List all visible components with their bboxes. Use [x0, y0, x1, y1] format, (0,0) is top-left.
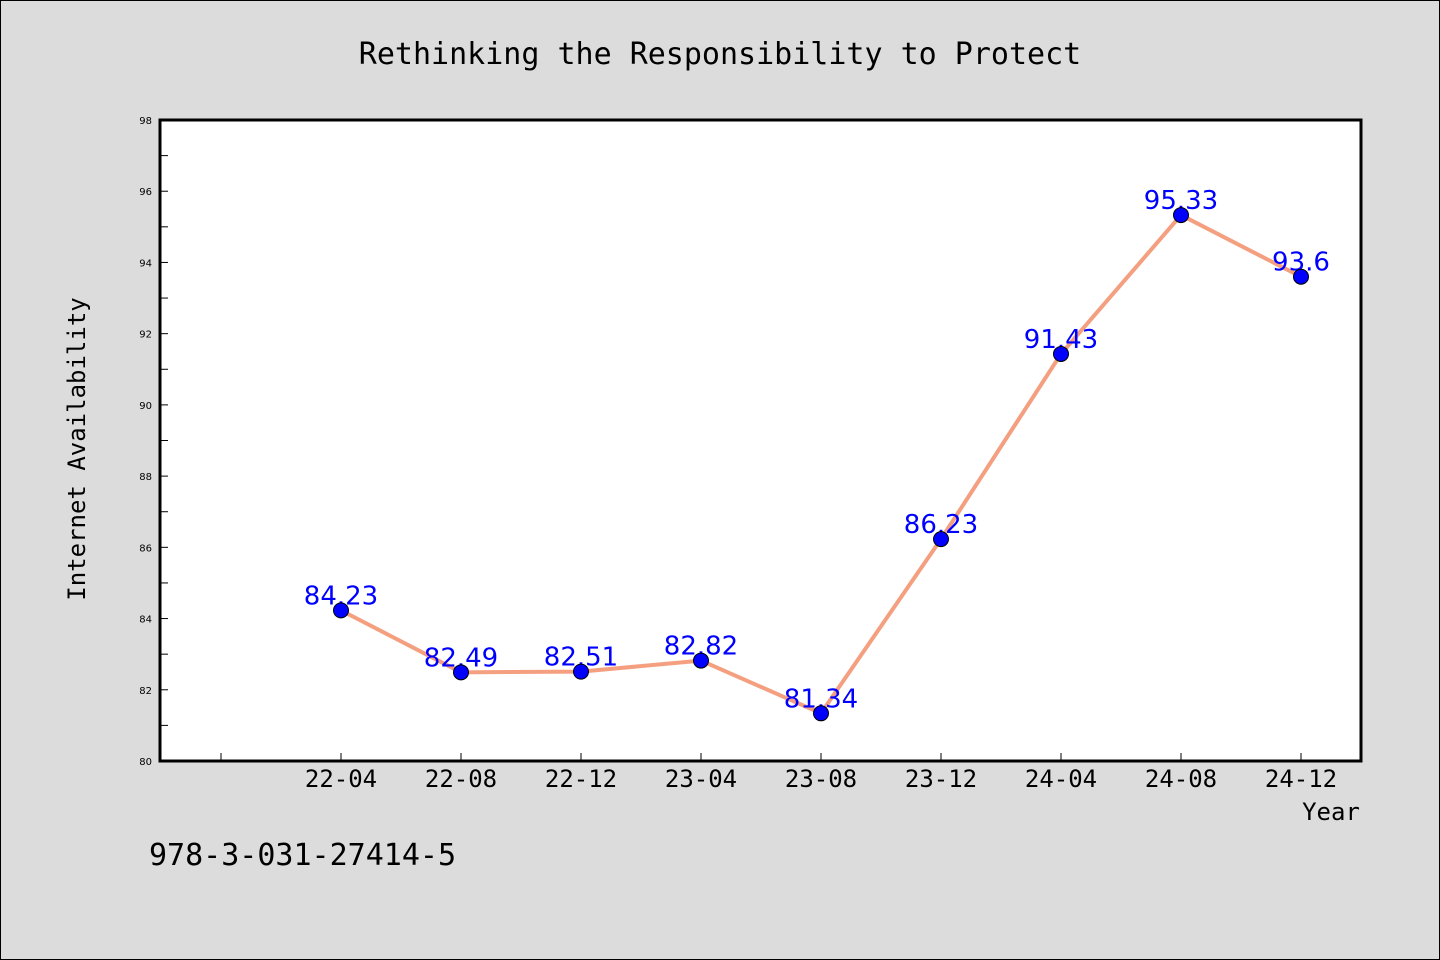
y-axis-label: Internet Availability — [63, 297, 91, 600]
data-point — [1053, 345, 1069, 362]
data-point — [933, 531, 949, 548]
x-tick-label: 23-12 — [905, 765, 977, 793]
y-tick-label: 80 — [139, 757, 152, 768]
x-tick-label: 23-08 — [785, 765, 857, 793]
x-tick-label: 22-04 — [305, 765, 377, 793]
y-tick-label: 96 — [139, 187, 152, 198]
data-point — [693, 652, 709, 669]
y-tick-label: 84 — [139, 615, 152, 626]
x-axis-ticks: 22-04 22-08 22-12 23-04 23-08 23-12 24-04 24-08… — [220, 753, 1337, 793]
y-tick-label: 88 — [139, 472, 152, 483]
plot-area — [158, 118, 1363, 763]
y-tick-label: 86 — [139, 543, 152, 554]
data-point — [573, 663, 589, 680]
x-axis-label: Year — [1302, 798, 1360, 826]
y-tick-label: 98 — [139, 116, 152, 127]
x-tick-label: 24-04 — [1025, 765, 1097, 793]
data-point — [333, 602, 349, 619]
y-tick-label: 92 — [139, 330, 152, 341]
x-tick-label: 22-08 — [425, 765, 497, 793]
y-tick-label: 90 — [139, 401, 152, 412]
x-tick-label: 22-12 — [545, 765, 617, 793]
x-tick-label: 23-04 — [665, 765, 737, 793]
data-point — [1293, 268, 1309, 285]
y-tick-label: 82 — [139, 686, 152, 697]
data-point — [813, 705, 829, 722]
x-tick-label: 24-08 — [1145, 765, 1217, 793]
data-point — [453, 664, 469, 681]
data-point — [1173, 207, 1189, 224]
isbn-code: 978-3-031-27414-5 — [149, 838, 456, 873]
y-axis-ticks: 80 82 84 86 88 90 92 94 96 98 — [139, 116, 168, 768]
y-tick-label: 94 — [139, 258, 152, 269]
chart-title: Rethinking the Responsibility to Protect — [359, 37, 1081, 72]
x-tick-label: 24-12 — [1265, 765, 1337, 793]
